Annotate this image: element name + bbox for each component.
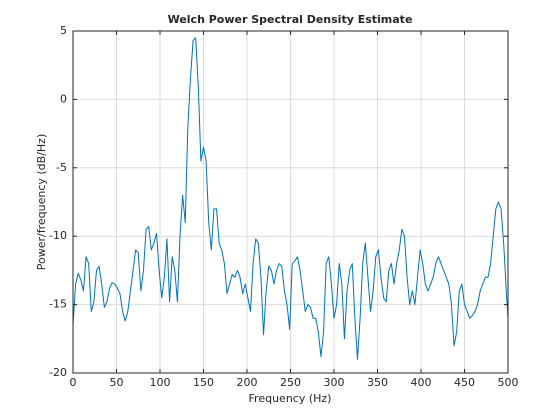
x-tick-label: 50 (110, 376, 124, 389)
x-tick-label: 0 (70, 376, 77, 389)
y-axis-label: Power/frequency (dB/Hz) (35, 134, 48, 271)
data-line (72, 37, 509, 360)
y-tick-label: 5 (60, 24, 67, 37)
y-tick-label: -15 (49, 298, 67, 311)
x-tick-label: 300 (324, 376, 345, 389)
x-tick-label: 350 (367, 376, 388, 389)
x-tick-label: 400 (411, 376, 432, 389)
x-axis-label: Frequency (Hz) (249, 392, 332, 405)
x-tick-label: 450 (454, 376, 475, 389)
x-tick-label: 150 (193, 376, 214, 389)
y-tick-label: -5 (56, 161, 67, 174)
x-tick-label: 200 (237, 376, 258, 389)
x-tick-label: 100 (150, 376, 171, 389)
y-tick-label: -10 (49, 229, 67, 242)
y-tick-label: 0 (60, 92, 67, 105)
x-tick-label: 500 (498, 376, 519, 389)
y-tick-label: -20 (49, 366, 67, 379)
chart-title: Welch Power Spectral Density Estimate (168, 13, 413, 26)
x-tick-label: 250 (280, 376, 301, 389)
